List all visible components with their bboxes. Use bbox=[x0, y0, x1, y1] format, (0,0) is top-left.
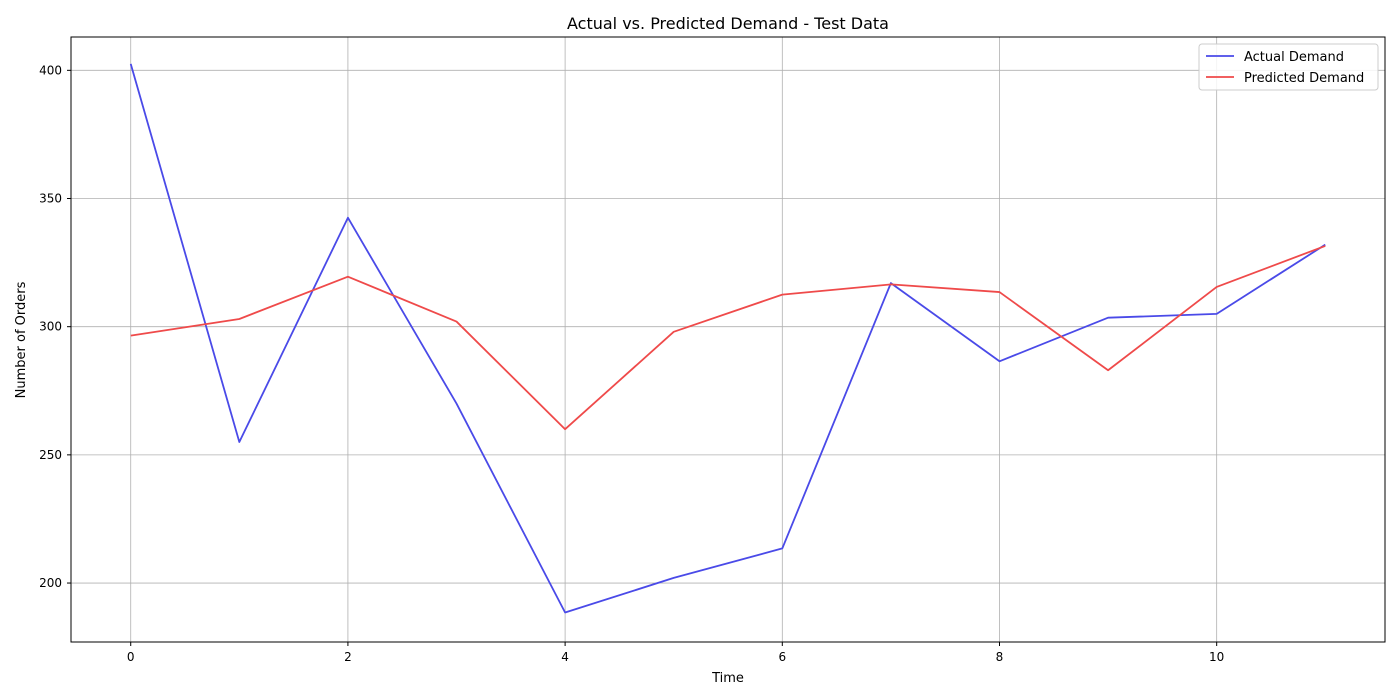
legend-label-actual: Actual Demand bbox=[1244, 50, 1344, 65]
y-tick-label: 200 bbox=[39, 576, 62, 590]
y-tick-label: 250 bbox=[39, 448, 62, 462]
y-tick-label: 300 bbox=[39, 320, 62, 334]
x-axis-label: Time bbox=[711, 671, 744, 686]
legend-box bbox=[1198, 43, 1379, 91]
x-tick-label: 10 bbox=[1209, 650, 1224, 664]
y-tick-label: 400 bbox=[39, 63, 62, 77]
axis-ticks: 0 2 4 6 8 10 200 250 300 350 400 bbox=[39, 63, 1224, 664]
series-actual-demand-line bbox=[129, 63, 1326, 614]
x-tick-label: 0 bbox=[127, 650, 135, 664]
x-tick-label: 8 bbox=[996, 650, 1004, 664]
legend: Actual Demand Predicted Demand bbox=[1198, 43, 1379, 91]
x-tick-label: 6 bbox=[778, 650, 786, 664]
plot-frame bbox=[70, 36, 1386, 643]
grid bbox=[71, 37, 1385, 642]
series-layer bbox=[129, 63, 1326, 614]
x-tick-label: 4 bbox=[561, 650, 569, 664]
chart-title: Actual vs. Predicted Demand - Test Data bbox=[567, 14, 889, 33]
x-tick-label: 2 bbox=[344, 650, 352, 664]
legend-label-predicted: Predicted Demand bbox=[1244, 71, 1364, 86]
series-predicted-demand-line bbox=[130, 245, 1326, 431]
y-axis-label: Number of Orders bbox=[14, 281, 29, 398]
y-tick-label: 350 bbox=[39, 192, 62, 206]
